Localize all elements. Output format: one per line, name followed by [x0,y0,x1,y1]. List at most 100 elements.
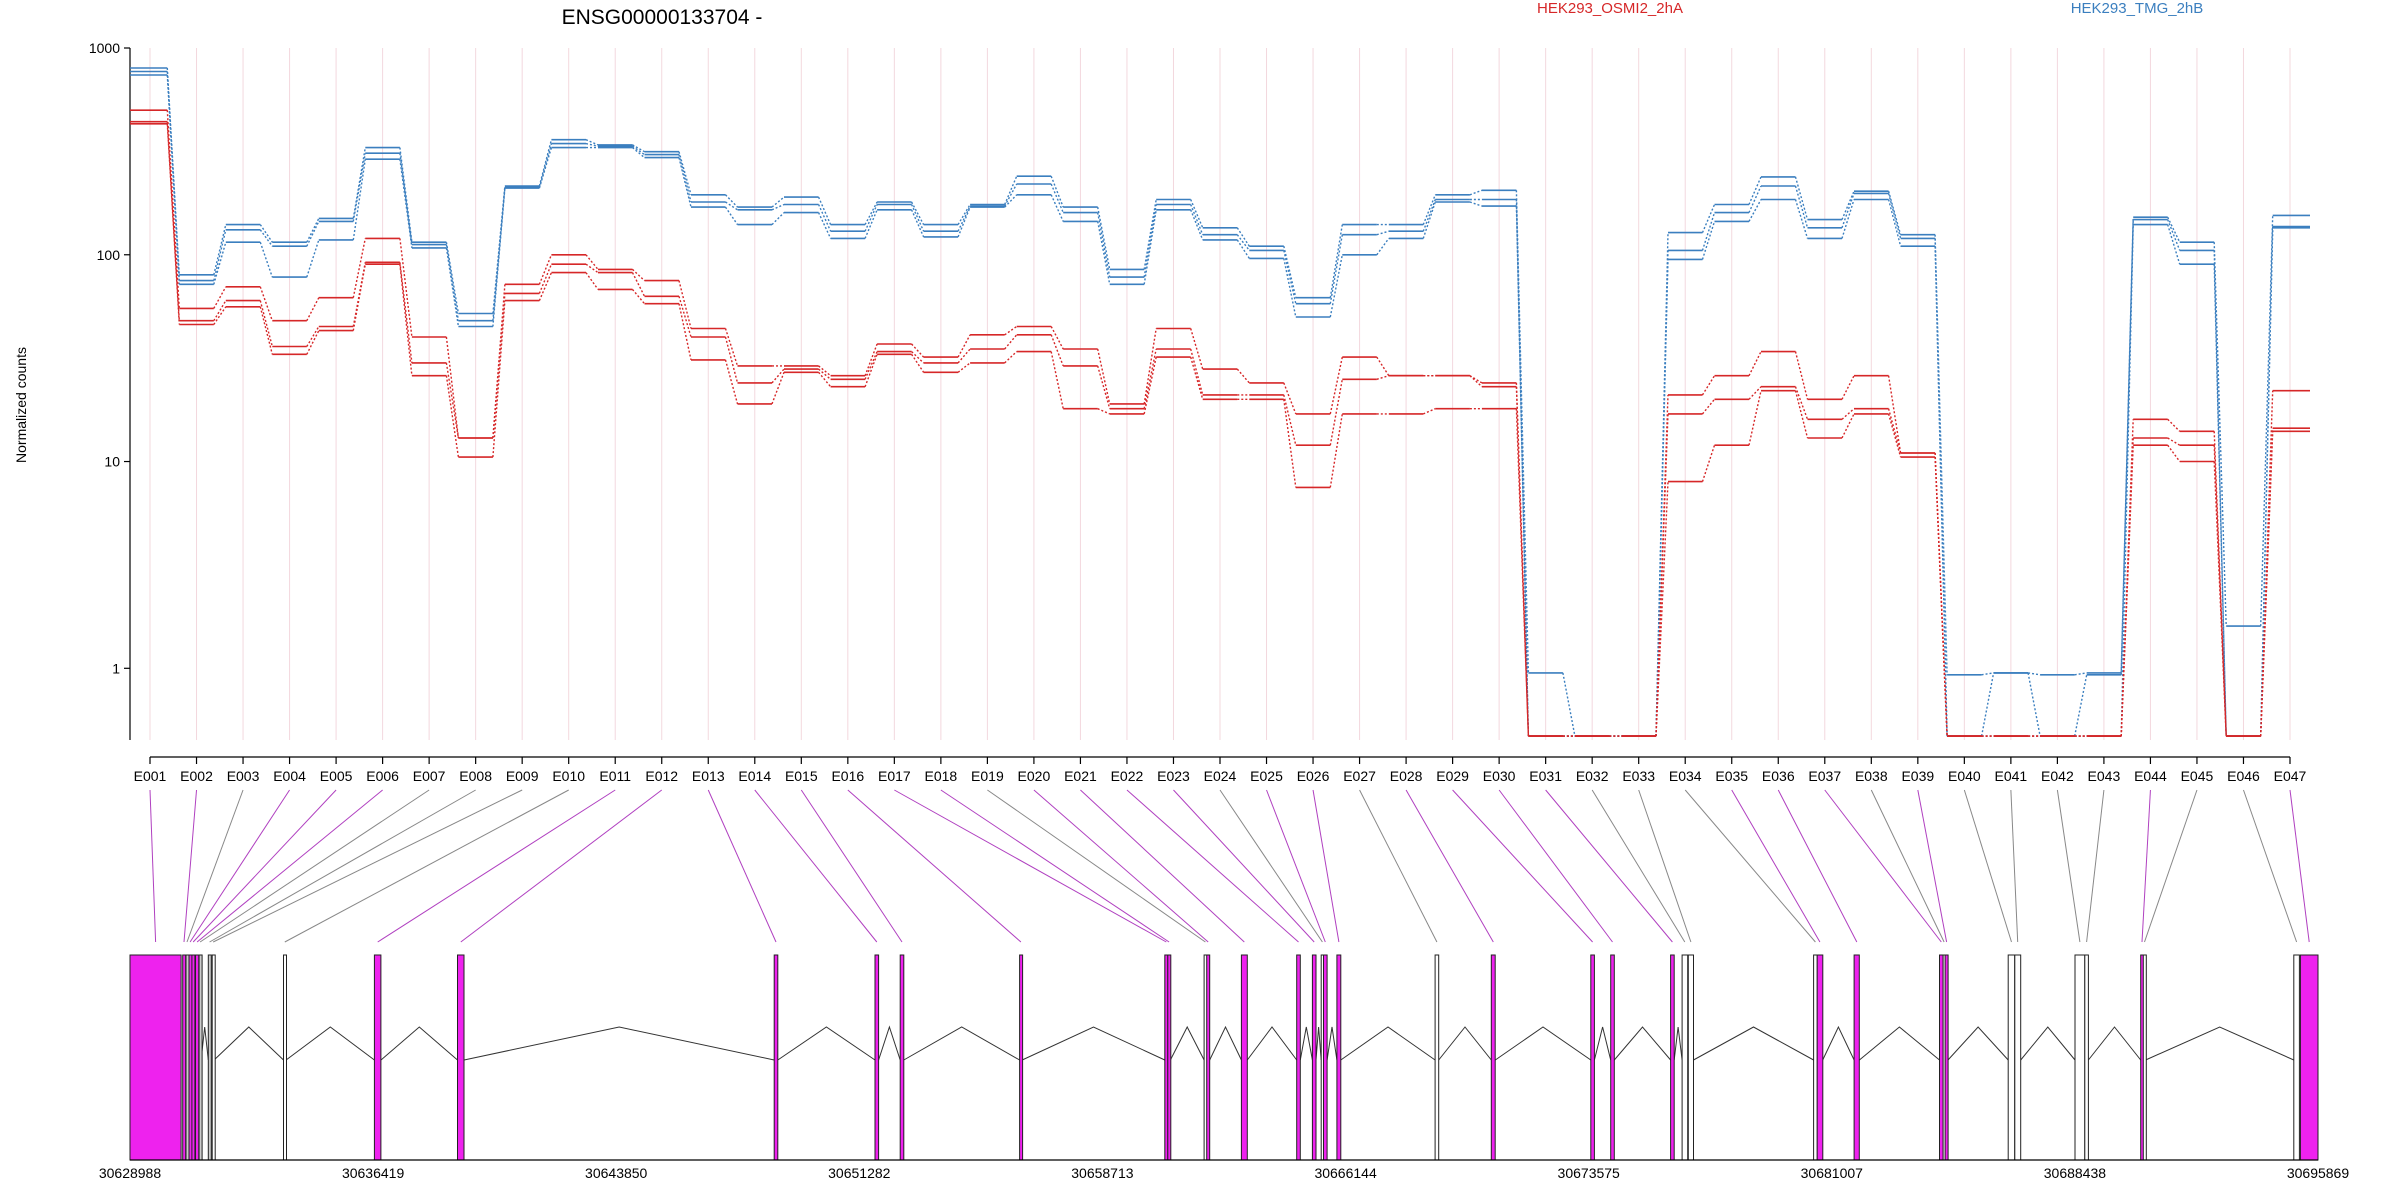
exon-box-e032 [1681,954,1689,1161]
intron-36 [1859,1026,1940,1061]
exon-label-e022: E022 [1111,768,1144,784]
genomic-coordinate-axis: 30628988 30636419 30643850 30651282 30658713… [99,1159,2349,1181]
coordinate-label-1: 30628988 [99,1165,162,1181]
exon-label-e040: E040 [1948,768,1981,784]
gene-model [129,954,2319,1161]
intron-9 [213,1026,284,1061]
exon-box-e031 [1670,954,1675,1161]
exon-label-e011: E011 [599,768,631,784]
link-line-e027 [1359,789,1438,943]
exon-box-e023 [1311,954,1317,1161]
link-line-e001 [149,789,157,943]
exon-label-e037: E037 [1808,768,1841,784]
exon-label-e023: E023 [1157,768,1190,784]
exon-label-e026: E026 [1297,768,1330,784]
exon-box-e002 [182,954,187,1161]
series-6-transitions [166,123,2274,737]
exon-box-e014 [874,954,880,1161]
exon-box-e009 [211,954,216,1161]
intron-13 [777,1026,876,1061]
link-line-e043 [2086,789,2105,943]
exon-label-e046: E046 [2227,768,2260,784]
exon-box-e015 [899,954,905,1161]
y-tick-label-10: 10 [104,454,120,470]
exon-box-e043 [2084,954,2089,1161]
exon-label-e027: E027 [1343,768,1376,784]
exon-box-e036 [1853,954,1860,1161]
link-line-e022 [1126,789,1299,943]
exon-label-e012: E012 [645,768,678,784]
link-line-e017 [894,789,1167,943]
exon-box-e042 [2074,954,2086,1161]
link-line-e005 [192,789,337,943]
exon-box-e027 [1434,954,1440,1161]
exon-label-e016: E016 [831,768,864,784]
link-line-e012 [460,789,663,943]
coordinate-label-4: 30651282 [828,1165,891,1181]
legend-entry-tmg: HEK293_TMG_2hB [2071,0,2204,17]
intron-31 [1673,1026,1683,1061]
exon-label-e015: E015 [785,768,818,784]
coordinate-label-8: 30681007 [1801,1165,1864,1181]
exon-label-e030: E030 [1483,768,1516,784]
x-axis-exon-labels: E001 E002 E003 E004 E005 E006 E007 E008 E009 E010… [134,756,2307,784]
link-line-e033 [1638,789,1692,943]
link-line-e015 [800,789,903,943]
link-line-e002 [183,789,198,943]
intron-25 [1326,1026,1338,1061]
intron-28 [1495,1026,1592,1061]
exon-label-e045: E045 [2181,768,2214,784]
exon-label-e006: E006 [366,768,399,784]
exon-box-e011 [373,954,382,1161]
exon-label-e003: E003 [227,768,260,784]
series-6 [130,123,2310,737]
link-line-e008 [209,789,476,943]
intron-33 [1693,1026,1814,1061]
link-line-e019 [987,789,1206,943]
link-line-e030 [1498,789,1613,943]
exon-label-e041: E041 [1995,768,2028,784]
grid-lines [149,48,2291,740]
y-axis: 1 10 100 1000 [89,40,131,740]
link-line-e029 [1452,789,1593,943]
exon-label-e018: E018 [925,768,958,784]
intron-18 [1169,1025,1205,1061]
coordinate-label-5: 30658713 [1071,1165,1134,1181]
link-line-e031 [1545,789,1673,943]
exon-box-e016 [1019,954,1024,1161]
exon-box-e041 [2014,954,2022,1161]
exon-box-e040 [2007,954,2016,1161]
link-line-e009 [212,789,523,943]
exon-label-e001: E001 [134,768,167,784]
exon-label-e034: E034 [1669,768,1702,784]
exon-box-e013 [773,954,779,1161]
exon-label-e024: E024 [1204,768,1237,784]
exon-box-e047 [2299,954,2319,1161]
coordinate-label-7: 30673575 [1558,1165,1621,1181]
link-line-e021 [1080,789,1245,943]
chart-title: ENSG00000133704 - [562,6,763,29]
exon-box-e022 [1296,954,1301,1161]
y-tick-label-1: 1 [112,660,120,676]
link-line-e007 [199,789,430,943]
exon-label-e029: E029 [1436,768,1469,784]
link-line-e025 [1266,789,1326,943]
link-line-e042 [2056,789,2081,943]
exon-box-e012 [457,954,465,1161]
exon-label-e019: E019 [971,768,1004,784]
exon-label-e042: E042 [2041,768,2074,784]
link-line-e003 [186,789,244,943]
series-1-transitions [166,67,2274,737]
link-line-e034 [1684,789,1816,943]
exon-box-e025 [1323,954,1328,1161]
intron-20 [1209,1025,1242,1061]
exon-label-e033: E033 [1622,768,1655,784]
exon-label-e032: E032 [1576,768,1609,784]
coordinate-label-3: 30643850 [585,1165,648,1181]
exon-box-e046 [2293,954,2300,1161]
intron-27 [1438,1026,1492,1061]
intron-39 [1947,1026,2009,1061]
exon-label-e002: E002 [180,768,213,784]
intron-22 [1299,1026,1313,1061]
link-line-e047 [2289,789,2310,943]
